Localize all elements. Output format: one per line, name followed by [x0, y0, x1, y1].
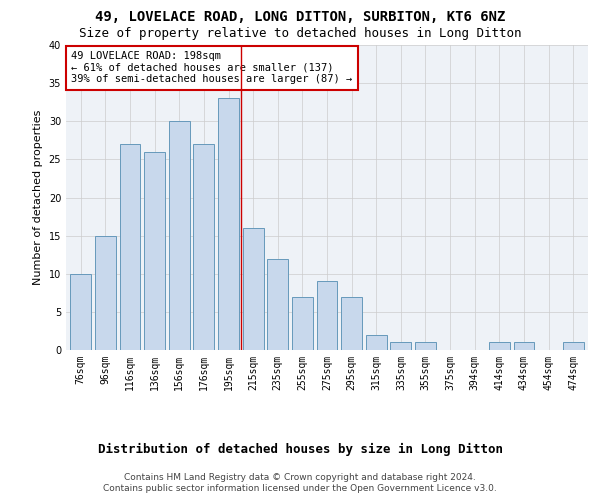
Bar [415, 342, 436, 350]
Bar [489, 342, 510, 350]
Bar [391, 342, 412, 350]
Text: 49 LOVELACE ROAD: 198sqm
← 61% of detached houses are smaller (137)
39% of semi-: 49 LOVELACE ROAD: 198sqm ← 61% of detach… [71, 51, 352, 84]
Bar [242, 228, 263, 350]
Bar [95, 236, 116, 350]
Bar [218, 98, 239, 350]
Bar [563, 342, 584, 350]
Bar [169, 121, 190, 350]
Bar [292, 296, 313, 350]
Bar [514, 342, 535, 350]
Bar [119, 144, 140, 350]
Bar [341, 296, 362, 350]
Text: Size of property relative to detached houses in Long Ditton: Size of property relative to detached ho… [79, 28, 521, 40]
Bar [267, 258, 288, 350]
Bar [70, 274, 91, 350]
Text: Contains HM Land Registry data © Crown copyright and database right 2024.: Contains HM Land Registry data © Crown c… [124, 472, 476, 482]
Y-axis label: Number of detached properties: Number of detached properties [33, 110, 43, 285]
Bar [193, 144, 214, 350]
Text: Contains public sector information licensed under the Open Government Licence v3: Contains public sector information licen… [103, 484, 497, 493]
Bar [317, 282, 337, 350]
Text: 49, LOVELACE ROAD, LONG DITTON, SURBITON, KT6 6NZ: 49, LOVELACE ROAD, LONG DITTON, SURBITON… [95, 10, 505, 24]
Bar [366, 335, 387, 350]
Bar [144, 152, 165, 350]
Text: Distribution of detached houses by size in Long Ditton: Distribution of detached houses by size … [97, 442, 503, 456]
